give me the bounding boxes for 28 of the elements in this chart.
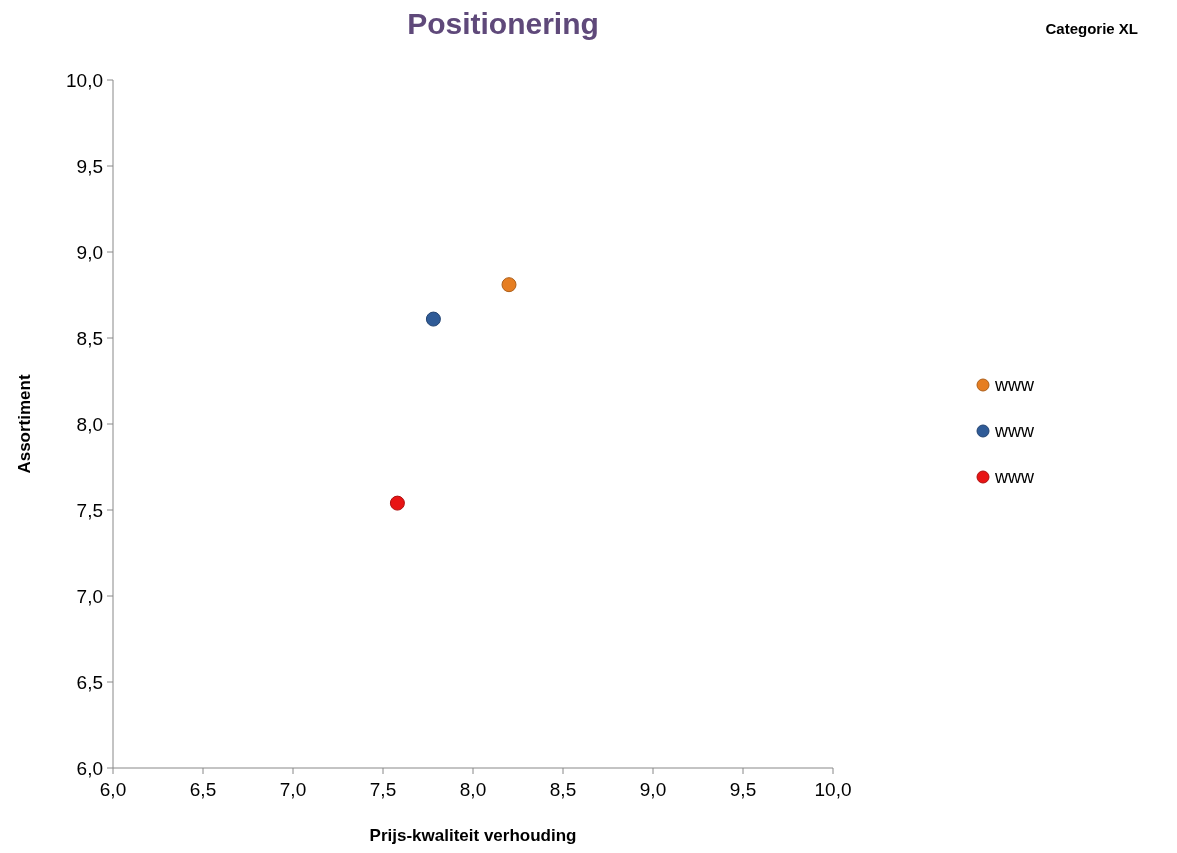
y-tick-label: 6,0	[76, 757, 103, 779]
y-tick-label: 9,0	[76, 241, 103, 263]
legend-label: www	[994, 467, 1035, 488]
y-tick-label: 10,0	[66, 69, 103, 91]
point	[425, 311, 441, 327]
y-tick-label: 7,5	[76, 499, 103, 521]
y-tick-label: 7,0	[76, 585, 103, 607]
x-tick-label: 6,5	[189, 779, 217, 800]
point	[501, 277, 517, 293]
chart-title: Positionering	[407, 7, 599, 40]
x-tick-label: 9,0	[639, 779, 667, 800]
legend-label: www	[994, 421, 1035, 442]
x-tick-label: 9,5	[729, 779, 757, 800]
y-tick-label: 8,0	[76, 413, 103, 435]
x-tick-label: 10,0	[814, 779, 852, 800]
y-tick-label: 9,5	[76, 155, 103, 177]
y-tick-label: 8,5	[76, 327, 103, 349]
x-tick-label: 7,5	[369, 779, 397, 800]
y-tick-label: 6,5	[76, 671, 103, 693]
x-tick-label: 8,0	[459, 779, 487, 800]
x-tick-label: 7,0	[279, 779, 307, 800]
point	[389, 495, 405, 511]
text: Categorie XL	[1045, 20, 1138, 37]
legend-label: www	[994, 375, 1035, 396]
x-tick-label: 8,5	[549, 779, 577, 800]
x-axis-title: Prijs-kwaliteit verhouding	[369, 826, 577, 845]
y-axis-title: Assortiment	[15, 374, 34, 474]
x-tick-label: 6,0	[99, 779, 127, 800]
